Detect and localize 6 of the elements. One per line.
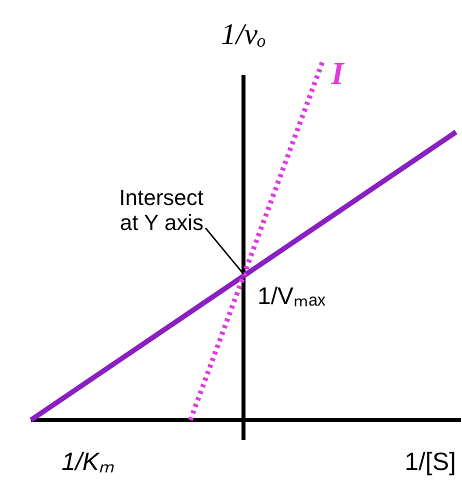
text: 1/Kₘ [62, 448, 114, 476]
annotation: 1/Vₘₐₓ [258, 283, 326, 310]
series-label: I [330, 55, 346, 91]
x-axis-title: 1/[S] [404, 448, 456, 476]
y-axis-title: 1/vₒ [220, 18, 266, 51]
annotation: Intersect at Y axis [119, 185, 204, 235]
